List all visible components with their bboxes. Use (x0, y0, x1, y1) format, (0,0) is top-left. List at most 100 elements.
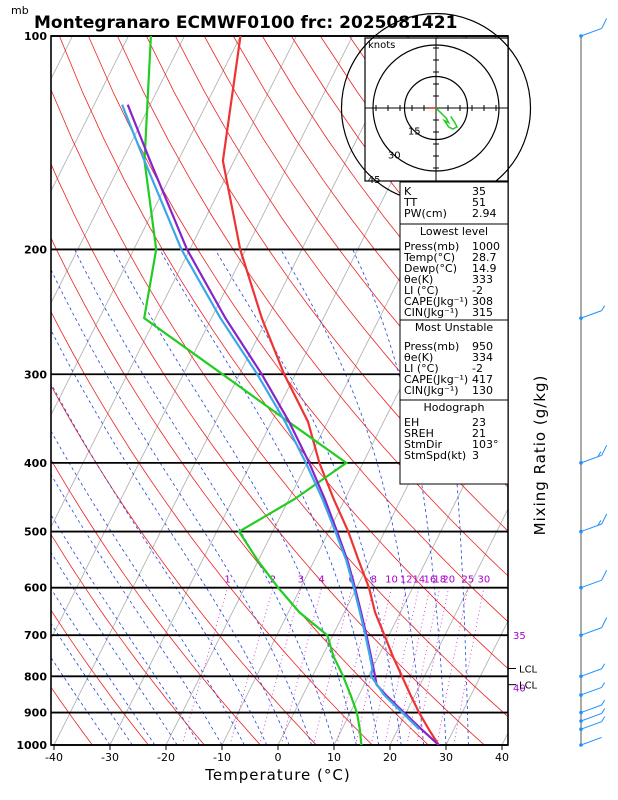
parcel-ascent-path (126, 104, 440, 745)
lowest-level-value: 28.7 (472, 251, 497, 264)
most-unstable-label: Press(mb) (404, 340, 459, 353)
wind-barb-shaft (580, 712, 602, 722)
most-unstable-value: -2 (472, 362, 483, 375)
lowest-level-label: Dewp(°C) (404, 262, 457, 275)
hodograph-index-value: 3 (472, 449, 479, 462)
index-label: K (404, 185, 412, 198)
isotherm-line (558, 36, 618, 745)
wind-barb-shaft (580, 627, 602, 636)
x-tick-label: 20 (383, 751, 397, 764)
lowest-level-label: Press(mb) (404, 240, 459, 253)
index-label: TT (403, 196, 418, 209)
wind-barb-shaft (580, 704, 602, 714)
most-unstable-header: Most Unstable (415, 321, 494, 334)
wind-barb-half-flag (601, 716, 606, 722)
index-value: 51 (472, 196, 486, 209)
moist-adiabat-line (51, 430, 245, 745)
dry-adiabat-line (203, 36, 508, 445)
x-tick-label: 10 (327, 751, 341, 764)
pressure-tick-label: 400 (24, 457, 47, 470)
most-unstable-value: 130 (472, 384, 493, 397)
mixing-ratio-label: 30 (477, 575, 490, 586)
theta-e-label: 40 (513, 684, 526, 695)
hodograph-index-value: 103° (472, 438, 499, 451)
wind-barb-half-flag (601, 663, 606, 670)
hodograph-trace (435, 107, 459, 130)
mixing-ratio-line (416, 587, 450, 745)
pressure-tick-label: 500 (24, 526, 47, 539)
lowest-level-label: θe(K) (404, 273, 433, 286)
hodograph-inset: knots 15 30 45 (340, 12, 532, 204)
mixing-ratio-label: 12 (400, 575, 413, 586)
isotherm-line (51, 36, 241, 416)
dry-adiabat-line (51, 458, 261, 745)
isotherm-line (0, 36, 17, 745)
lowest-level-value: -2 (472, 284, 483, 297)
x-tick-label: -30 (101, 751, 119, 764)
wind-barb-shaft (580, 686, 602, 696)
dry-adiabat-line (146, 36, 508, 532)
hodograph-index-label: StmDir (404, 438, 443, 451)
dry-adiabat-line (51, 237, 429, 745)
hodograph-index-header: Hodograph (424, 401, 485, 414)
temperature-profile (221, 36, 440, 745)
wind-barb-half-flag (601, 682, 606, 688)
mixing-ratio-label: 16 (424, 575, 437, 586)
wind-barb-flag (601, 513, 608, 525)
mixing-ratio-label: 14 (412, 575, 425, 586)
lowest-level-label: LI (°C) (404, 284, 439, 297)
indices-top-box (399, 181, 509, 225)
dry-adiabat-line (117, 36, 508, 577)
isotherm-line (51, 36, 297, 528)
dry-adiabat-line (174, 36, 508, 488)
isotherm-line (445, 620, 508, 745)
dry-adiabat-line (51, 533, 205, 745)
most-unstable-label: LI (°C) (404, 362, 439, 375)
lowest-level-value: 333 (472, 273, 493, 286)
x-tick-label: -10 (213, 751, 231, 764)
indices-panel: K 35 TT 51 PW(cm) 2.94 Lowest level Press(mb) 10… (399, 181, 509, 485)
wind-barb-half-flag (601, 708, 606, 714)
mixing-ratio-label: 8 (371, 575, 377, 586)
most-unstable-label: CAPE(Jkg⁻¹) (404, 373, 468, 386)
wind-barb-shaft (580, 310, 602, 319)
mixing-ratio-label: 10 (385, 575, 398, 586)
dry-adiabat-line (51, 609, 149, 745)
isotherm-line (51, 36, 129, 192)
index-label: PW(cm) (404, 207, 447, 220)
most-unstable-box (399, 319, 509, 401)
dry-adiabat-line (51, 384, 317, 745)
hodograph-unit-label: knots (368, 40, 395, 51)
dry-adiabat-line (51, 686, 93, 745)
pressure-tick-label: 1000 (16, 739, 47, 752)
dry-adiabat-line (51, 88, 508, 718)
index-value: 35 (472, 185, 486, 198)
isotherm-line (389, 508, 508, 745)
most-unstable-label: CIN(Jkg⁻¹) (404, 384, 459, 397)
lcl-label: LCL (519, 664, 538, 675)
wind-barb-flag (601, 18, 608, 29)
x-axis-label: Temperature (°C) (204, 766, 350, 784)
isotherm-line (51, 36, 353, 640)
wind-barb-shaft (580, 736, 602, 746)
wind-barb-flag (601, 569, 608, 581)
pressure-tick-label: 600 (24, 582, 47, 595)
lcl-label: LCL (519, 681, 538, 692)
most-unstable-value: 417 (472, 373, 493, 386)
lowest-level-value: 308 (472, 295, 493, 308)
mixing-ratio-label: 18 (433, 575, 446, 586)
x-tick-label: -40 (45, 751, 63, 764)
most-unstable-label: θe(K) (404, 351, 433, 364)
x-tick-label: -20 (157, 751, 175, 764)
wind-barb-shaft (580, 579, 602, 589)
dry-adiabat-line (88, 36, 508, 623)
wind-barb-half-flag (601, 699, 606, 706)
index-value: 2.94 (472, 207, 497, 220)
wind-barb-shaft (580, 27, 602, 37)
most-unstable-value: 334 (472, 351, 493, 364)
isotherm-line (333, 396, 508, 745)
lowest-level-value: 1000 (472, 240, 500, 253)
hodograph-ring-label: 15 (408, 126, 421, 137)
lowest-level-label: CIN(Jkg⁻¹) (404, 306, 459, 319)
mixing-ratio-label: 25 (462, 575, 475, 586)
